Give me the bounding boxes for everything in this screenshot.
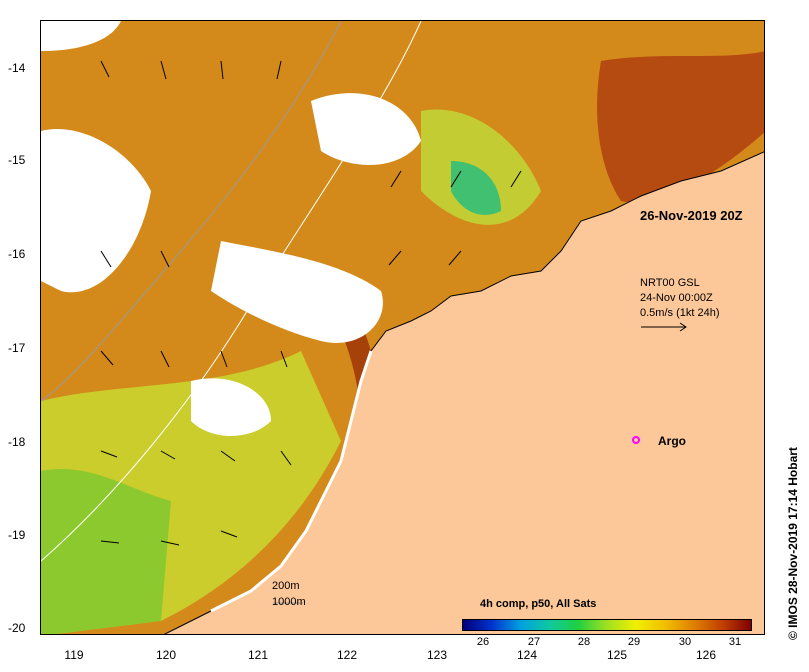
sst-cold-band (41, 469, 171, 634)
sst-warm-northeast (597, 51, 764, 203)
colorbar-tick: 28 (577, 636, 591, 648)
coastal-fringe (210, 350, 373, 613)
current-arrow (388, 250, 402, 266)
current-arrow (160, 60, 167, 80)
current-arrow (100, 540, 120, 544)
cloud-gap-north (311, 93, 421, 165)
currents-scale: 0.5m/s (1kt 24h) (640, 307, 720, 319)
colorbar-tick: 30 (678, 636, 692, 648)
current-arrow (220, 60, 224, 80)
current-arrow (390, 170, 402, 188)
lat-tick: -19 (8, 528, 26, 542)
current-arrow (220, 450, 236, 462)
current-arrow (510, 170, 522, 188)
lon-tick: 123 (426, 648, 448, 662)
current-arrow (100, 450, 118, 458)
isobath-200m-label: 200m (272, 580, 300, 592)
lon-tick: 125 (606, 648, 628, 662)
cloud-gap-south (191, 378, 271, 436)
colorbar-tick: 31 (728, 636, 742, 648)
lat-tick: -18 (8, 435, 26, 449)
lat-tick: -17 (8, 341, 26, 355)
lon-tick: 126 (695, 648, 717, 662)
lon-tick: 121 (247, 648, 269, 662)
current-arrow (160, 350, 170, 368)
lon-tick: 124 (516, 648, 538, 662)
current-arrow (280, 350, 288, 368)
sst-cold-patch (451, 161, 501, 215)
current-arrow (100, 350, 114, 366)
current-arrow (280, 450, 292, 466)
current-arrow (450, 170, 462, 188)
sst-map (41, 21, 764, 634)
lon-tick: 120 (155, 648, 177, 662)
currents-source: NRT00 GSL (640, 277, 700, 289)
isobath-1000m-label: 1000m (272, 596, 306, 608)
colorbar (462, 619, 752, 631)
current-arrow (160, 450, 176, 460)
current-arrows (100, 60, 522, 546)
lon-tick: 119 (64, 648, 84, 662)
cloud-gap-central (211, 241, 383, 343)
lon-tick: 122 (336, 648, 358, 662)
isobath-200m-line (41, 21, 422, 562)
current-arrow (448, 250, 462, 266)
map-date-title: 26-Nov-2019 20Z (640, 208, 743, 223)
current-arrow (220, 530, 238, 538)
colorbar-title: 4h comp, p50, All Sats (480, 598, 597, 610)
imos-credit: © IMOS 28-Nov-2019 17:14 Hobart (786, 447, 800, 640)
map-panel (40, 20, 765, 635)
argo-label: Argo (658, 434, 686, 448)
colorbar-tick: 27 (527, 636, 541, 648)
lat-tick: -16 (8, 247, 26, 261)
current-arrow (276, 60, 282, 80)
cloud-gap-west (41, 129, 151, 293)
colorbar-tick: 26 (476, 636, 490, 648)
current-arrow (100, 60, 110, 78)
lat-tick: -15 (8, 153, 26, 167)
current-arrow (160, 250, 170, 268)
cloud-gap-corner (41, 21, 121, 51)
current-arrow (100, 250, 112, 268)
lat-tick: -14 (8, 61, 26, 75)
current-arrow (220, 350, 228, 368)
current-scale-arrowhead (679, 322, 687, 332)
colorbar-tick: 29 (627, 636, 641, 648)
lat-tick: -20 (8, 621, 26, 635)
isobath-1000m-line (41, 21, 342, 402)
current-arrow (160, 540, 180, 546)
currents-date: 24-Nov 00:00Z (640, 292, 713, 304)
sst-mid-patch (421, 109, 541, 225)
argo-marker-icon (632, 436, 640, 444)
